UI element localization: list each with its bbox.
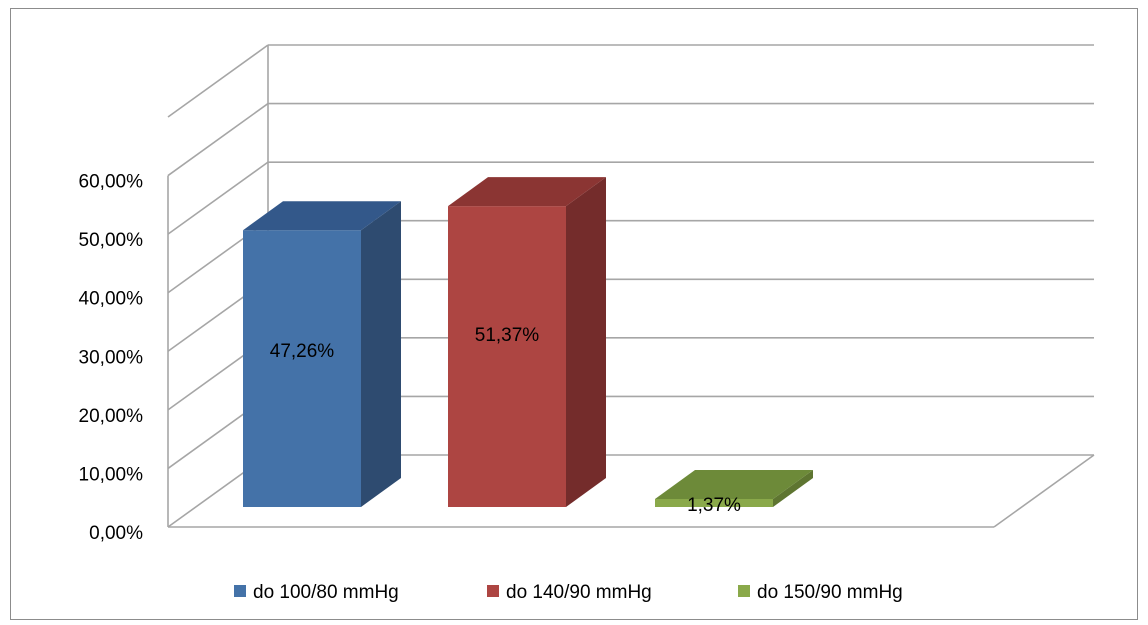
y-tick-label: 10,00%	[79, 464, 144, 485]
legend-swatch	[487, 585, 499, 597]
data-labels: 47,26% 51,37% 1,37%	[270, 325, 741, 516]
legend-entry: do 150/90 mmHg	[757, 582, 903, 603]
legend-entry: do 100/80 mmHg	[253, 582, 399, 603]
legend: do 100/80 mmHg do 140/90 mmHg do 150/90 …	[234, 582, 903, 603]
y-axis-ticks: 0,00% 10,00% 20,00% 30,00% 40,00% 50,00%…	[79, 172, 144, 544]
floor-right-edge	[993, 454, 1095, 528]
bar-top	[655, 469, 813, 499]
y-tick-label: 50,00%	[79, 230, 144, 251]
data-label: 51,37%	[475, 325, 540, 346]
bar-side	[566, 177, 606, 507]
wall-gridline	[167, 161, 269, 235]
y-tick-label: 30,00%	[79, 347, 144, 368]
wall-gridline	[167, 44, 269, 118]
legend-swatch	[738, 585, 750, 597]
bar-front	[243, 230, 361, 508]
bar-side	[361, 201, 401, 508]
y-tick-label: 0,00%	[89, 523, 143, 544]
bar-front	[448, 206, 566, 507]
data-label: 47,26%	[270, 341, 335, 362]
y-tick-label: 20,00%	[79, 406, 144, 427]
legend-swatch	[234, 585, 246, 597]
bars	[243, 177, 813, 508]
legend-entry: do 140/90 mmHg	[506, 582, 652, 603]
bar-side	[773, 469, 813, 507]
wall-gridline	[167, 102, 269, 177]
data-label: 1,37%	[687, 495, 741, 516]
y-tick-label: 60,00%	[79, 172, 144, 193]
bar-front	[655, 498, 773, 507]
bar-top	[243, 201, 401, 231]
y-tick-label: 40,00%	[79, 289, 144, 310]
bar-top	[448, 177, 606, 207]
